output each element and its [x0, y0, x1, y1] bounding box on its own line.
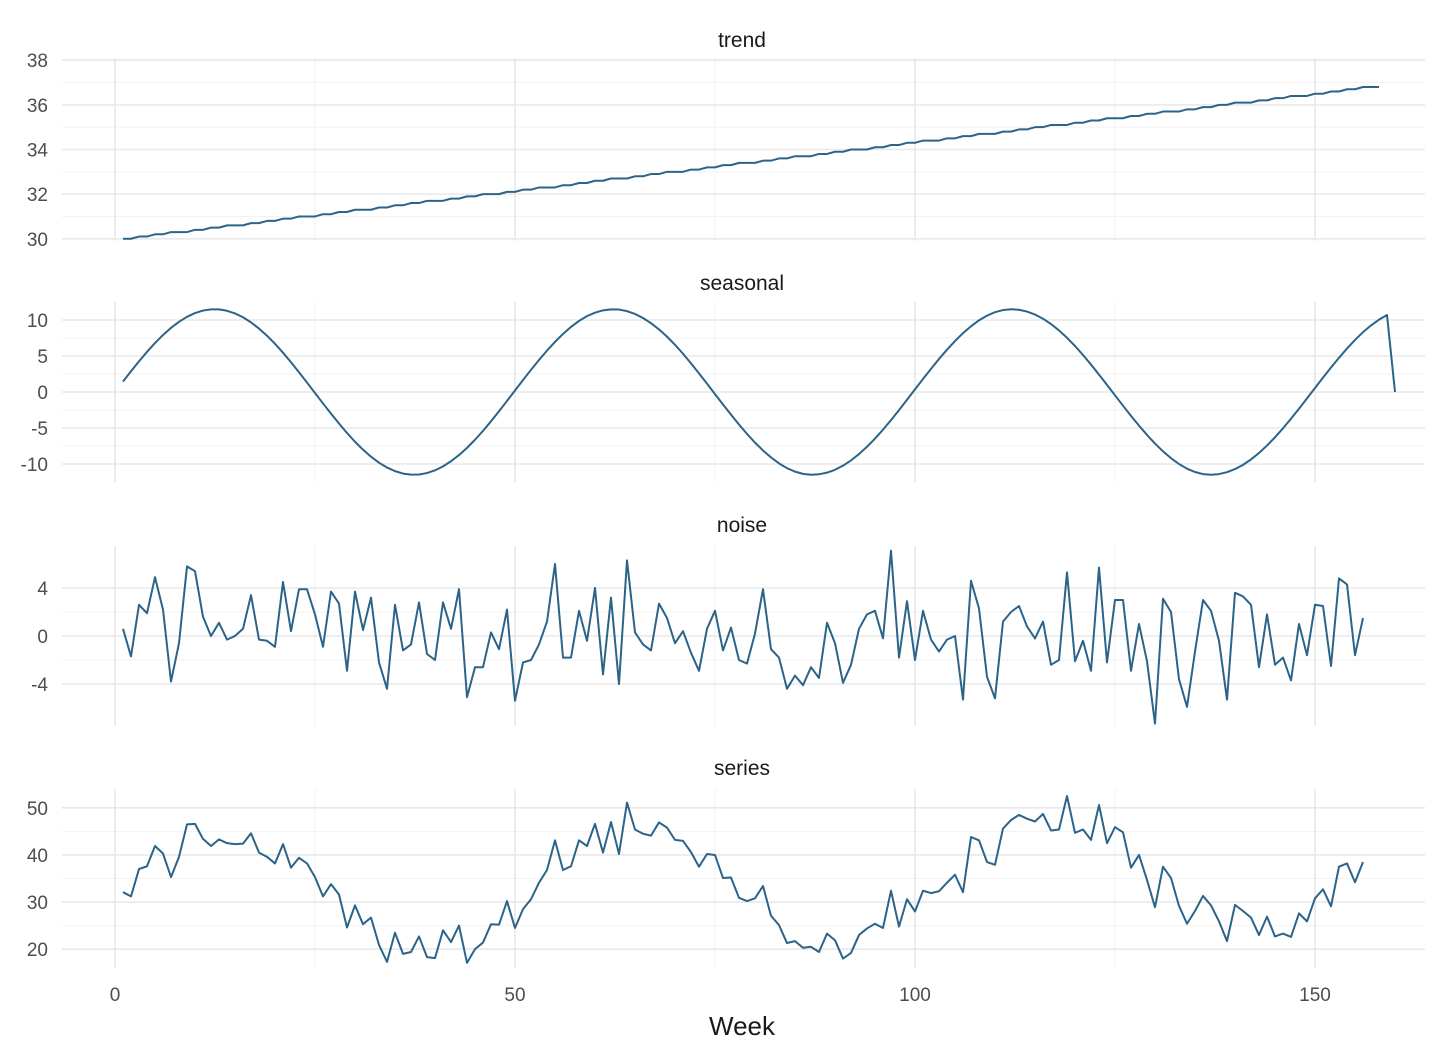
series-line-series: [122, 795, 1364, 964]
panel-title: trend: [718, 29, 766, 52]
panel-title: noise: [717, 514, 767, 537]
panel-title: seasonal: [700, 272, 784, 295]
y-tick-label: 10: [27, 311, 48, 332]
x-tick-label: 50: [504, 985, 525, 1006]
y-tick-label: 50: [27, 799, 48, 820]
y-tick-label: 32: [27, 185, 48, 206]
panel-seasonal: -10 -5 0 5 10 seasonal: [21, 272, 1425, 482]
series-line-seasonal: [122, 308, 1396, 476]
panel-noise: -4 0 4 noise: [31, 514, 1425, 726]
x-tick-label: 100: [899, 985, 931, 1006]
y-tick-label: 40: [27, 846, 48, 867]
y-tick-label: 5: [37, 347, 48, 368]
y-tick-label: 30: [27, 230, 48, 251]
y-tick-label: 30: [27, 893, 48, 914]
y-tick-label: 38: [27, 51, 48, 72]
y-tick-label: 34: [27, 141, 49, 162]
series-line-noise: [122, 549, 1364, 725]
panel-trend: 30 32 34 36 38 trend: [27, 29, 1425, 251]
y-tick-label: 0: [37, 383, 48, 404]
panel-title: series: [714, 757, 770, 780]
panel-series: 20 30 40 50 series: [27, 757, 1425, 968]
y-tick-label: 0: [37, 627, 48, 648]
x-tick-label: 150: [1299, 985, 1331, 1006]
x-axis-title: Week: [709, 1011, 776, 1041]
series-line-trend: [123, 86, 1379, 240]
y-tick-label: 4: [37, 579, 48, 600]
x-tick-label: 0: [110, 985, 121, 1006]
y-tick-label: -5: [31, 419, 48, 440]
y-tick-label: 20: [27, 940, 48, 961]
y-tick-label: -4: [31, 675, 48, 696]
y-tick-label: -10: [21, 455, 48, 476]
y-tick-label: 36: [27, 96, 48, 117]
